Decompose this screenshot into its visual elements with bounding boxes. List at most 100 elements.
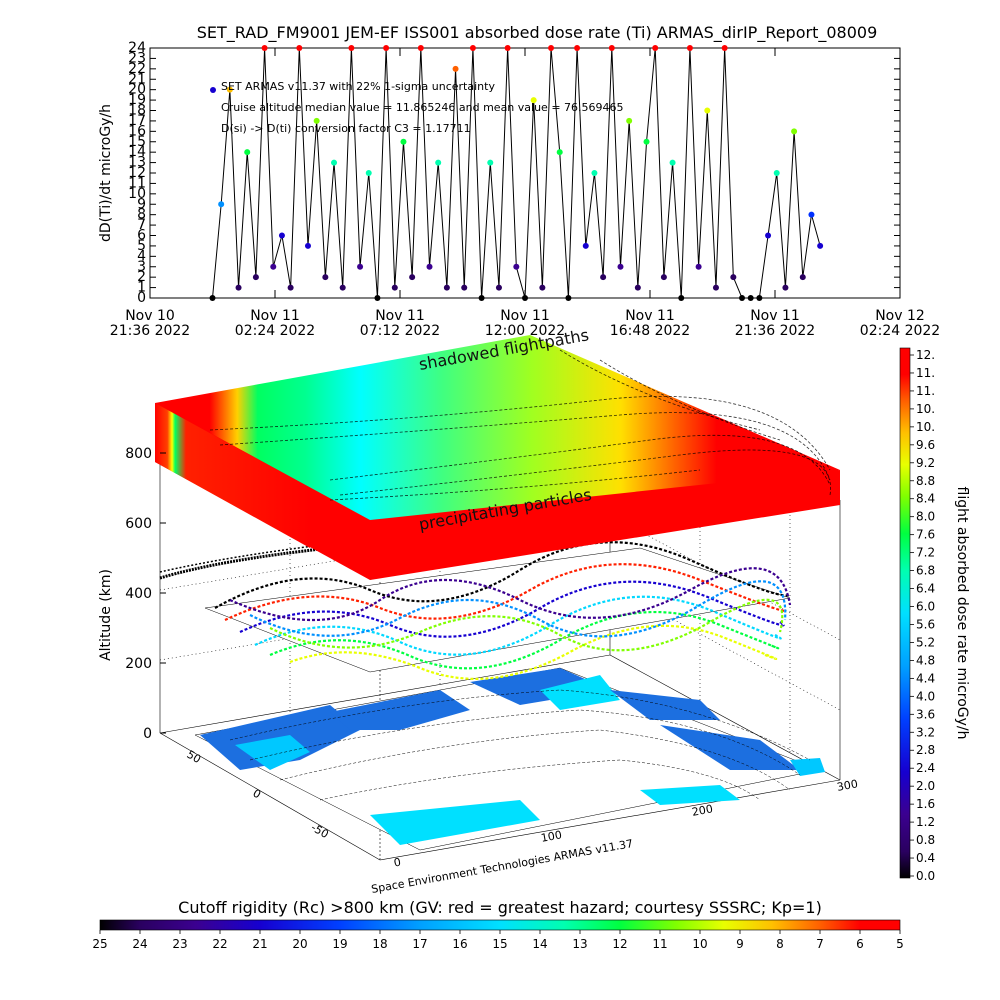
dose-rate-point [270, 263, 277, 270]
top-y-tick-label: 2 [137, 269, 146, 285]
right-colorbar-tick-label: 11. [916, 366, 935, 380]
bottom-colorbar-tick-label: 25 [92, 937, 107, 951]
top-y-tick-label: 19 [128, 92, 146, 108]
top-y-tick-label: 1 [137, 280, 146, 296]
altitude-tick-label: 600 [125, 516, 152, 532]
dose-rate-point [660, 274, 667, 281]
right-colorbar-tick-label: 12. [916, 348, 935, 362]
dose-rate-point [817, 242, 824, 249]
dose-rate-point [617, 263, 624, 270]
annotation-conversion-factor: D(si) -> D(ti) conversion factor C3 = 1.… [221, 122, 471, 135]
bottom-colorbar-tick-label: 21 [252, 937, 267, 951]
top-y-tick-label: 8 [137, 207, 146, 223]
dose-rate-point [808, 211, 815, 218]
top-annotations: SET ARMAS v11.37 with 22% 1-sigma uncert… [221, 80, 624, 135]
longitude-tick-label: 100 [540, 828, 563, 844]
longitude-tick-label: 200 [691, 802, 714, 818]
bottom-colorbar-tick-label: 9 [736, 937, 744, 951]
dose-rate-point [218, 201, 225, 208]
right-colorbar-tick-label: 2.8 [916, 743, 935, 757]
dose-rate-point [261, 45, 268, 51]
right-colorbar-tick-label: 5.2 [916, 635, 935, 649]
dose-rate-point [678, 295, 685, 301]
bottom-colorbar-label: Cutoff rigidity (Rc) >800 km (GV: red = … [178, 898, 822, 917]
top-y-tick-label: 10 [128, 186, 146, 202]
right-colorbar-tick-label: 2.0 [916, 779, 935, 793]
bottom-colorbar-tick-label: 16 [452, 937, 467, 951]
right-colorbar-tick-label: 7.6 [916, 528, 935, 542]
top-y-tick-label: 11 [128, 175, 146, 191]
dose-rate-point [304, 242, 311, 249]
top-x-tick-label-line1: Nov 10 [125, 308, 175, 324]
right-colorbar-tick-label: 1.2 [916, 815, 935, 829]
dose-rate-point [469, 45, 476, 51]
altitude-tick-label: 400 [125, 586, 152, 602]
top-x-tick-label-line2: 12:00 2022 [485, 323, 565, 339]
bottom-colorbar-tick-label: 18 [372, 937, 387, 951]
dose-rate-point [643, 138, 650, 145]
top-y-tick-label: 3 [137, 259, 146, 275]
top-y-tick-label: 6 [137, 228, 146, 244]
longitude-ticks: 0 100 200 300 [393, 777, 859, 869]
bottom-colorbar-gradient [99, 919, 901, 931]
top-y-tick-label: 7 [137, 217, 146, 233]
dose-rate-point [712, 284, 719, 291]
top-y-tick-label: 21 [128, 71, 146, 87]
dose-rate-point [339, 284, 346, 291]
top-x-tick-label-line1: Nov 11 [500, 308, 550, 324]
bottom-colorbar-tick-label: 7 [816, 937, 824, 951]
latitude-tick-label: -50 [309, 821, 331, 841]
right-colorbar-tick-label: 3.6 [916, 707, 935, 721]
dose-rate-point [504, 45, 511, 51]
right-colorbar-tick-label: 9.6 [916, 438, 935, 452]
top-x-tick-label-line1: Nov 12 [875, 308, 925, 324]
dose-rate-point [652, 45, 659, 51]
dose-rate-point [634, 284, 641, 291]
bottom-colorbar: Cutoff rigidity (Rc) >800 km (GV: red = … [92, 898, 903, 951]
top-x-tick-label-line2: 02:24 2022 [235, 323, 315, 339]
bottom-colorbar-tick-label: 24 [132, 937, 147, 951]
top-x-tick-label-line2: 21:36 2022 [110, 323, 190, 339]
latitude-tick-label: 50 [184, 748, 203, 766]
top-y-tick-label: 20 [128, 82, 146, 98]
top-y-tick-label: 12 [128, 165, 146, 181]
orbit-track-band [159, 541, 792, 680]
right-colorbar-tick-label: 4.8 [916, 653, 935, 667]
right-colorbar-tick-label: 10. [916, 402, 935, 416]
dose-rate-point [452, 65, 459, 72]
dose-rate-point [513, 263, 520, 270]
top-y-tick-label: 17 [128, 113, 146, 129]
top-x-tick-label-line2: 07:12 2022 [360, 323, 440, 339]
top-y-tick-label: 14 [128, 144, 146, 160]
bottom-colorbar-ticks: 25 24 23 22 21 20 19 18 17 16 15 14 13 12 11 10 9 8 7 6 5 [92, 930, 904, 951]
top-x-tick-label-line2: 21:36 2022 [735, 323, 815, 339]
dose-rate-point [391, 284, 398, 291]
dose-rate-point [400, 138, 407, 145]
bottom-colorbar-tick-label: 10 [692, 937, 707, 951]
right-colorbar-tick-label: 8.8 [916, 474, 935, 488]
dose-rate-point [747, 295, 754, 301]
dose-rate-point [730, 274, 737, 281]
dose-rate-point [435, 159, 442, 166]
dose-rate-point [530, 97, 537, 104]
bottom-colorbar-tick-label: 17 [412, 937, 427, 951]
dose-rate-point [374, 295, 381, 301]
top-x-tick-label-line2: 16:48 2022 [610, 323, 690, 339]
dose-rate-point [582, 242, 589, 249]
world-map-layer [194, 667, 825, 851]
dose-rate-point [417, 45, 424, 51]
dose-rate-point [765, 232, 772, 239]
right-colorbar-tick-label: 3.2 [916, 725, 935, 739]
bottom-colorbar-tick-label: 20 [292, 937, 307, 951]
right-colorbar-tick-label: 10. [916, 420, 935, 434]
dose-rate-point [721, 45, 728, 51]
right-colorbar-tick-label: 0.8 [916, 833, 935, 847]
dose-rate-point [235, 284, 242, 291]
longitude-tick-label: 300 [836, 777, 859, 793]
dose-rate-point [331, 159, 338, 166]
dose-rate-point [574, 45, 581, 51]
longitude-tick-label: 0 [393, 856, 402, 870]
top-y-tick-label: 5 [137, 238, 146, 254]
